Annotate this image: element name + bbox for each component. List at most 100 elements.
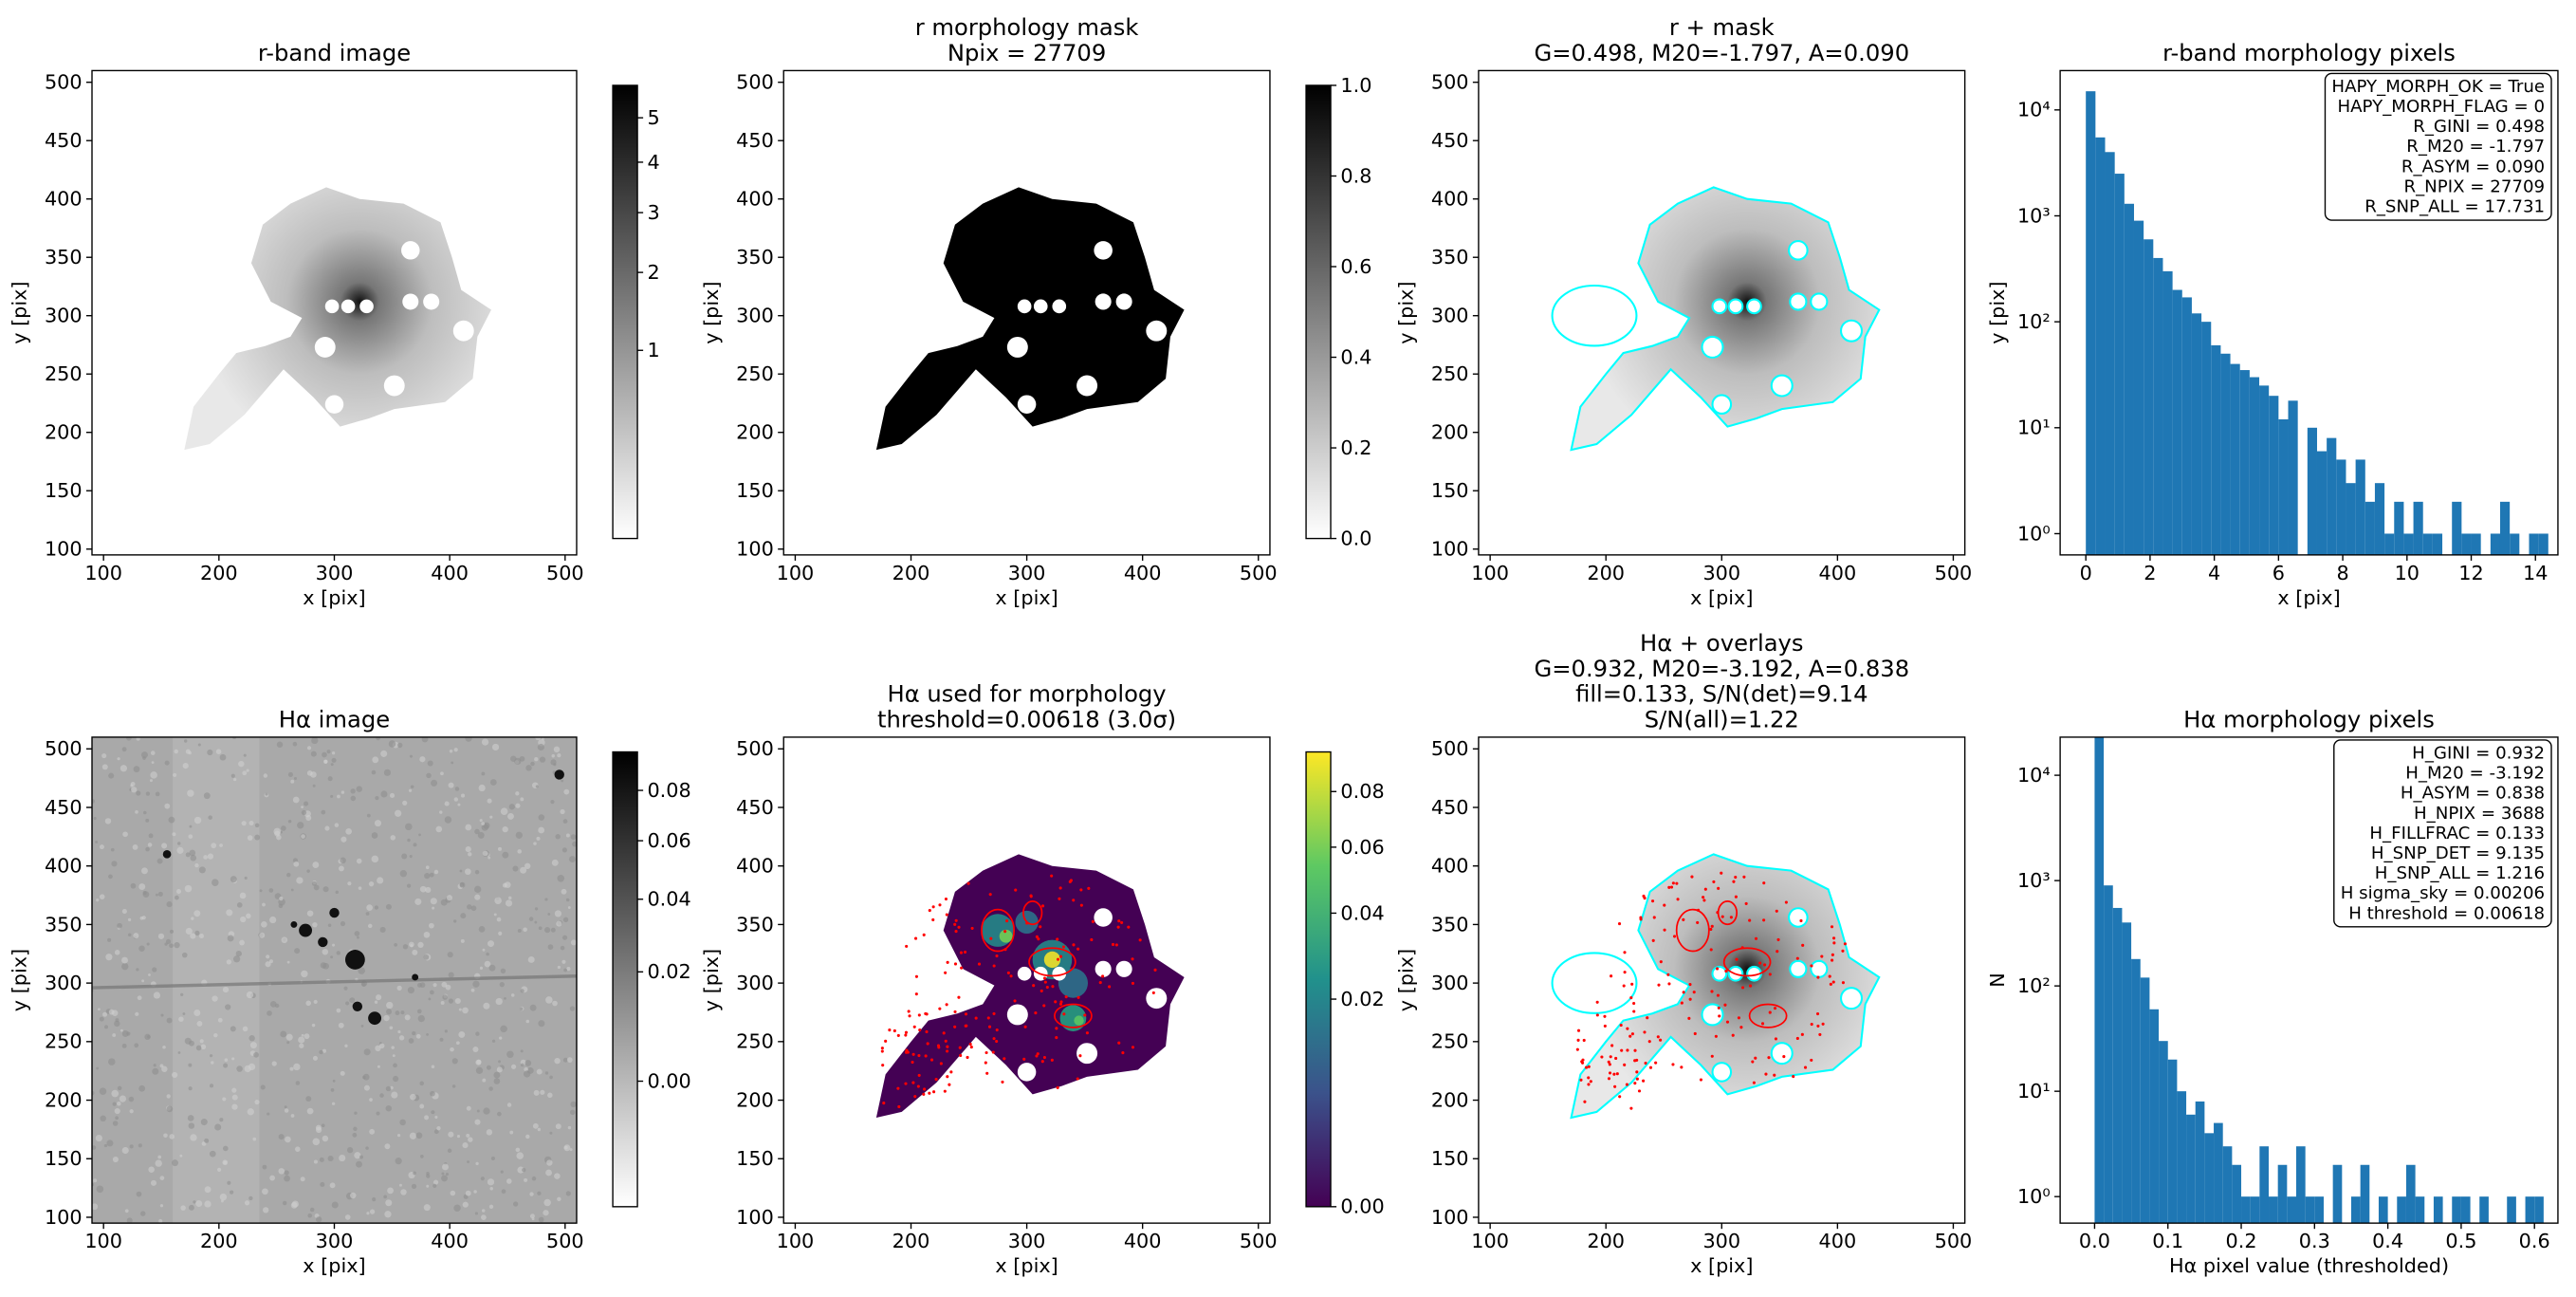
noise — [121, 1043, 127, 1048]
chart-title: r-band image — [258, 40, 411, 66]
y-tick-label: 10³ — [2017, 869, 2051, 892]
noise — [372, 1196, 377, 1202]
noise — [259, 932, 266, 938]
bar — [2214, 1122, 2223, 1224]
noise — [99, 1087, 107, 1095]
detection-pixel — [1762, 918, 1766, 922]
detection-pixel — [912, 1025, 916, 1028]
noise — [441, 1175, 449, 1182]
noise — [419, 1081, 425, 1086]
y-tick-label: 100 — [1431, 1206, 1469, 1229]
noise — [500, 1170, 504, 1174]
detection-pixel — [1803, 1065, 1808, 1069]
colorbar — [612, 750, 638, 1208]
noise — [344, 1214, 351, 1220]
noise — [239, 939, 245, 946]
detection-pixel — [1732, 880, 1736, 883]
y-tick-label: 10⁰ — [2017, 522, 2051, 545]
axes-frame — [2059, 69, 2559, 556]
noise — [470, 988, 475, 992]
noise — [269, 1175, 276, 1181]
noise — [524, 1066, 528, 1072]
noise — [114, 1020, 120, 1028]
x-tick-label: 500 — [546, 1230, 584, 1252]
noise — [480, 1177, 485, 1181]
emission — [981, 914, 1015, 947]
masked-hole — [1095, 293, 1112, 310]
noise — [455, 1041, 460, 1046]
detection-pixel — [1056, 957, 1060, 961]
detection-pixel — [925, 1029, 929, 1034]
detection-pixel — [1069, 879, 1073, 882]
x-tick-label: 0.6 — [2519, 1230, 2550, 1252]
detection-pixel — [1610, 974, 1613, 978]
bar — [2124, 203, 2134, 555]
masked-hole — [1747, 966, 1761, 981]
y-tick-label: 250 — [1431, 362, 1469, 385]
noise — [517, 849, 523, 854]
detection-pixel — [1037, 937, 1040, 941]
noise — [190, 854, 197, 862]
detection-pixel — [1001, 1080, 1004, 1084]
stats-text: H sigma_sky = 0.00206 — [2341, 883, 2545, 903]
noise — [95, 840, 99, 843]
noise — [481, 822, 486, 826]
noise — [369, 1209, 376, 1214]
noise — [320, 1181, 325, 1188]
noise — [539, 756, 546, 763]
noise — [99, 844, 104, 850]
detection-pixel — [1582, 1038, 1586, 1043]
noise — [101, 752, 107, 759]
bar — [2241, 1196, 2251, 1224]
detection-pixel — [880, 1047, 884, 1050]
noise — [296, 877, 304, 884]
noise — [407, 838, 411, 843]
bar — [2510, 533, 2520, 555]
noise — [267, 1112, 270, 1116]
noise — [529, 1004, 537, 1011]
noise — [374, 820, 382, 827]
noise — [336, 951, 341, 955]
noise — [345, 827, 352, 835]
y-tick-label: 200 — [736, 421, 774, 444]
noise — [400, 1010, 405, 1015]
chart-title: r + mask — [1669, 14, 1775, 41]
stats-text: H_SNP_ALL = 1.216 — [2375, 863, 2545, 883]
noise — [414, 898, 422, 905]
detection-pixel — [1127, 925, 1131, 929]
noise — [376, 1111, 380, 1116]
stats-text: R_ASYM = 0.090 — [2401, 157, 2545, 176]
noise — [222, 1097, 227, 1102]
detection-pixel — [1131, 981, 1135, 985]
noise — [227, 1180, 231, 1185]
noise — [156, 858, 163, 864]
masked-hole — [401, 241, 420, 260]
detection-pixel — [888, 1028, 892, 1032]
noise — [195, 1045, 202, 1051]
detection-pixel — [1831, 958, 1834, 962]
detection-pixel — [896, 1086, 900, 1090]
mask-contour — [1570, 186, 1881, 452]
noise — [537, 1191, 542, 1195]
noise — [92, 1145, 97, 1150]
noise — [475, 1161, 479, 1166]
noise — [240, 916, 247, 923]
detection-pixel — [964, 1012, 968, 1016]
noise — [244, 876, 248, 880]
noise — [514, 757, 522, 766]
noise — [182, 763, 189, 769]
noise — [386, 1001, 394, 1010]
noise — [500, 1025, 507, 1033]
noise — [502, 825, 508, 833]
noise — [340, 920, 346, 927]
noise — [133, 933, 139, 939]
detection-pixel — [1832, 936, 1836, 940]
detection-pixel — [1613, 1084, 1617, 1088]
noise — [534, 757, 539, 762]
noise — [488, 856, 491, 860]
noise — [410, 785, 414, 789]
noise — [313, 999, 318, 1005]
detection-pixel — [1762, 881, 1766, 885]
x-tick-label: 0.4 — [2372, 1230, 2403, 1252]
x-tick-label: 400 — [1124, 1230, 1162, 1252]
